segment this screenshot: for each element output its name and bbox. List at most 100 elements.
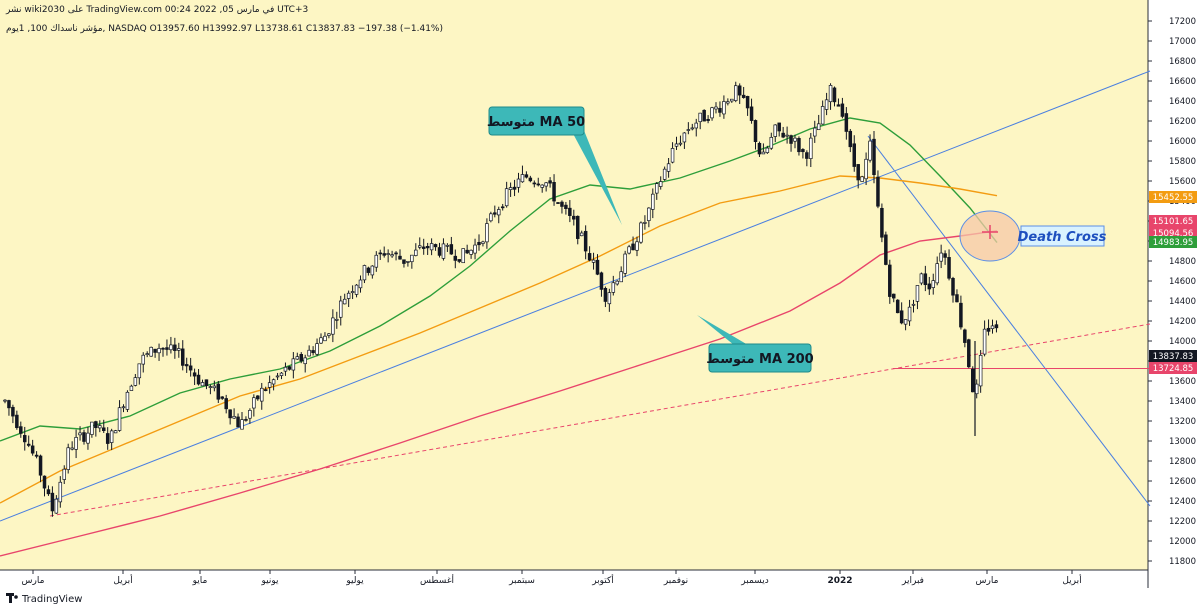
candle-down bbox=[512, 186, 517, 190]
candle-up bbox=[481, 241, 485, 244]
candle-down bbox=[165, 347, 169, 350]
candle-up bbox=[607, 292, 612, 305]
death-cross-label: Death Cross bbox=[1018, 230, 1107, 245]
header-publish-line: نشر wiki2030 على TradingView.com في مارس… bbox=[5, 5, 308, 15]
price-tick-label: 12200 bbox=[1169, 517, 1196, 527]
candle-up bbox=[643, 222, 647, 224]
candle-up bbox=[212, 385, 217, 389]
candle-up bbox=[267, 382, 272, 388]
candle-down bbox=[844, 113, 849, 132]
candle-up bbox=[497, 209, 501, 216]
price-tag-label: 14983.95 bbox=[1153, 238, 1194, 248]
price-tick-label: 12800 bbox=[1169, 457, 1196, 467]
candle-down bbox=[737, 85, 742, 96]
time-tick-label: سبتمبر bbox=[508, 576, 535, 586]
tradingview-logo[interactable]: TradingView bbox=[6, 593, 82, 605]
candle-down bbox=[876, 176, 880, 207]
candle-down bbox=[840, 103, 845, 117]
time-tick-label: أبريل bbox=[1062, 574, 1081, 586]
candle-up bbox=[350, 291, 355, 294]
candle-up bbox=[903, 319, 908, 325]
candle-down bbox=[884, 234, 888, 265]
candle-up bbox=[390, 254, 394, 257]
candle-up bbox=[544, 182, 548, 187]
candle-up bbox=[619, 271, 623, 283]
time-tick-label: 2022 bbox=[827, 576, 852, 586]
price-tick-label: 16600 bbox=[1169, 77, 1196, 87]
candle-down bbox=[299, 354, 304, 362]
candle-up bbox=[809, 137, 813, 159]
candle-up bbox=[327, 333, 331, 336]
candles bbox=[3, 81, 999, 517]
candle-up bbox=[670, 148, 675, 163]
header-ohlc-line: مؤشر ناسداك 100, 1يوم, NASDAQ O13957.60 … bbox=[6, 24, 443, 34]
candle-down bbox=[603, 288, 608, 302]
candle-down bbox=[161, 347, 165, 350]
candle-down bbox=[15, 414, 19, 429]
candle-down bbox=[986, 327, 991, 332]
ma50-callout[interactable]: متوسط MA 50 bbox=[487, 106, 622, 225]
candle-up bbox=[919, 273, 924, 284]
candle-up bbox=[769, 137, 774, 149]
trendline[interactable] bbox=[867, 135, 1151, 507]
price-tick-label: 11800 bbox=[1169, 557, 1196, 567]
candle-down bbox=[872, 138, 876, 175]
time-tick-label: فبراير bbox=[901, 576, 924, 586]
candle-up bbox=[169, 344, 173, 351]
candle-up bbox=[860, 176, 864, 182]
price-tick-label: 13400 bbox=[1169, 397, 1196, 407]
candle-down bbox=[101, 427, 106, 431]
candle-down bbox=[196, 374, 201, 385]
candle-down bbox=[528, 177, 533, 182]
candle-down bbox=[236, 416, 240, 428]
candle-up bbox=[145, 353, 149, 356]
candle-up bbox=[117, 407, 122, 431]
candle-up bbox=[125, 391, 130, 410]
candle-down bbox=[836, 104, 841, 107]
candle-up bbox=[54, 498, 59, 514]
time-axis-ticks: مارس أبريل مايو يونيو يوليو أغسطس سبتمبر أكتوبر… bbox=[22, 570, 1082, 586]
time-axis-background bbox=[0, 570, 1148, 588]
candle-down bbox=[943, 253, 947, 258]
candle-down bbox=[552, 181, 556, 202]
candle-down bbox=[11, 406, 15, 417]
candle-down bbox=[46, 489, 51, 495]
price-tick-label: 17000 bbox=[1169, 37, 1196, 47]
candle-up bbox=[765, 147, 770, 153]
candle-up bbox=[469, 249, 473, 255]
price-tag-box bbox=[1149, 191, 1197, 203]
candle-down bbox=[425, 246, 430, 249]
candle-up bbox=[331, 317, 335, 335]
candle-up bbox=[982, 328, 987, 355]
ma200-callout[interactable]: متوسط MA 200 bbox=[697, 315, 814, 373]
death-cross-annotation[interactable]: Death Cross bbox=[959, 210, 1107, 262]
candle-up bbox=[62, 468, 66, 480]
price-tag-box bbox=[1149, 350, 1197, 362]
candle-down bbox=[500, 206, 505, 209]
ma-line-ma100[interactable] bbox=[0, 175, 998, 504]
price-axis-background bbox=[1148, 0, 1200, 588]
candle-up bbox=[730, 98, 734, 102]
ma-line-ma200[interactable] bbox=[0, 230, 998, 557]
candle-down bbox=[967, 339, 971, 368]
candle-down bbox=[951, 278, 955, 296]
trendline[interactable] bbox=[0, 70, 1151, 522]
trendlines bbox=[0, 70, 1151, 522]
candle-up bbox=[694, 122, 698, 129]
candle-down bbox=[564, 204, 568, 210]
candle-down bbox=[797, 138, 801, 153]
ma-line-ma50[interactable] bbox=[0, 117, 998, 442]
candle-down bbox=[181, 348, 185, 366]
candle-down bbox=[947, 257, 951, 279]
candle-down bbox=[82, 432, 86, 442]
price-tag-box bbox=[1149, 236, 1197, 248]
candle-down bbox=[524, 174, 529, 178]
candle-down bbox=[848, 130, 853, 148]
candle-down bbox=[263, 389, 268, 391]
candle-down bbox=[753, 120, 758, 143]
time-tick-label: مايو bbox=[192, 576, 208, 586]
candle-down bbox=[706, 118, 710, 121]
